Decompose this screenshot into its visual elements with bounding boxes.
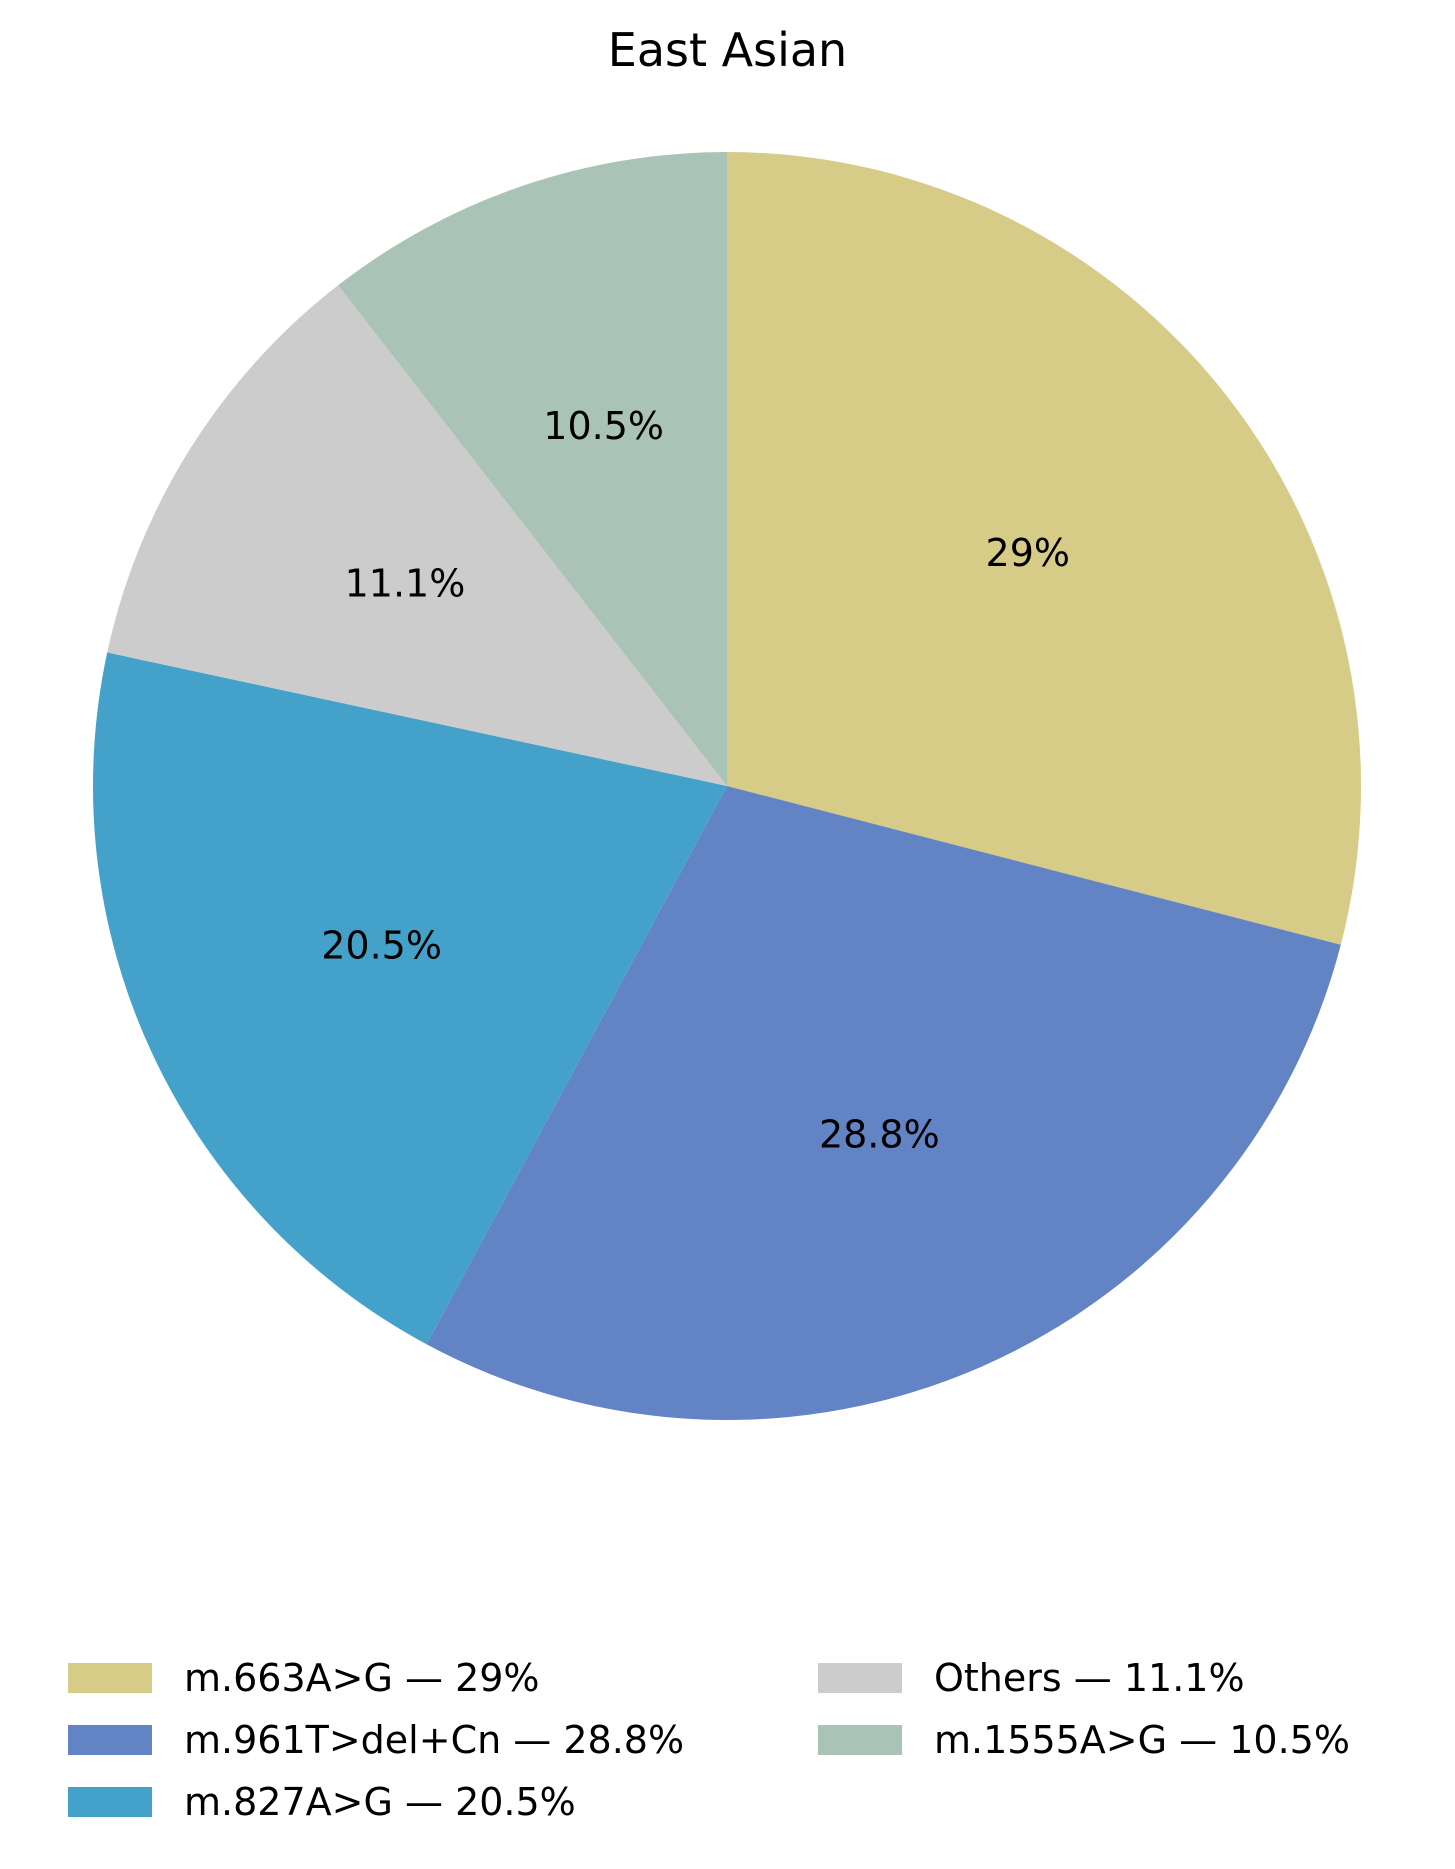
- slice-pct-label-0: 29%: [986, 531, 1070, 575]
- pie-slice-2: [92, 652, 727, 1345]
- legend-entry: m.827A>G — 20.5%: [68, 1774, 576, 1830]
- pie-chart: 29% 28.8% 20.5% 11.1% 10.5%: [92, 152, 1361, 1420]
- slice-pct-label-1: 28.8%: [819, 1113, 940, 1157]
- legend-swatch: [818, 1663, 902, 1693]
- legend-label: m.827A>G — 20.5%: [184, 1780, 576, 1824]
- legend: m.663A>G — 29% m.961T>del+Cn — 28.8% m.827…: [68, 1650, 1408, 1850]
- legend-entry: m.961T>del+Cn — 28.8%: [68, 1712, 684, 1768]
- legend-entry: m.663A>G — 29%: [68, 1650, 540, 1706]
- legend-entry: Others — 11.1%: [818, 1650, 1245, 1706]
- legend-label: m.961T>del+Cn — 28.8%: [184, 1718, 685, 1762]
- slice-pct-label-3: 11.1%: [345, 562, 466, 606]
- chart-title: East Asian: [607, 23, 848, 77]
- pie-slice-3: [107, 285, 727, 786]
- pie-slice-0: [727, 152, 1361, 945]
- legend-swatch: [818, 1725, 902, 1755]
- legend-label: m.663A>G — 29%: [184, 1656, 540, 1700]
- slice-pct-label-4: 10.5%: [543, 404, 664, 448]
- legend-swatch: [68, 1787, 152, 1817]
- slice-pct-label-2: 20.5%: [321, 923, 442, 967]
- legend-swatch: [68, 1725, 152, 1755]
- pie-slice-4: [338, 152, 727, 786]
- legend-entry: m.1555A>G — 10.5%: [818, 1712, 1350, 1768]
- legend-swatch: [68, 1663, 152, 1693]
- legend-label: m.1555A>G — 10.5%: [934, 1718, 1350, 1762]
- pie-slice-1: [426, 786, 1341, 1420]
- legend-label: Others — 11.1%: [934, 1656, 1245, 1700]
